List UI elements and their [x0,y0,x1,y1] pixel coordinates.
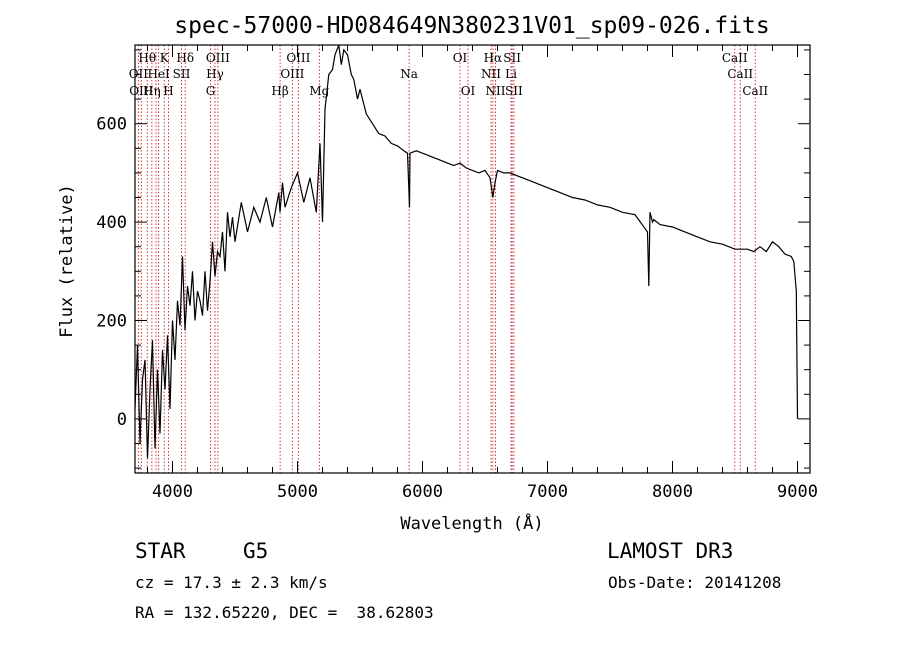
line-label-11: Hγ [206,67,224,81]
line-label-20: NII [481,67,501,81]
x-tick-label-9000: 9000 [777,482,818,502]
y-tick-label-200: 200 [96,311,127,331]
survey-name: LAMOST DR3 [607,539,734,563]
observation-date: Obs-Date: 20141208 [608,573,782,592]
line-label-16: Mg [309,84,329,98]
line-label-15: OIII [286,51,310,65]
x-tick-label-4000: 4000 [152,482,193,502]
line-label-28: CaII [742,84,768,98]
y-tick-label-400: 400 [96,213,127,233]
x-tick-label-6000: 6000 [402,482,443,502]
redshift-cz: cz = 17.3 ± 2.3 km/s [135,573,328,592]
line-label-2: Hθ [138,51,156,65]
line-label-23: Li [505,67,517,81]
x-axis-label: Wavelength (Å) [400,512,543,534]
line-label-26: CaII [722,51,748,65]
ra-dec: RA = 132.65220, DEC = 38.62803 [135,603,434,622]
plot-frame [134,44,811,474]
y-tick-label-0: 0 [117,410,127,430]
emission-line-labels: OIIOIIIHθHηHeIKHSIIHδGHγOIIIHβOIIIOIIIMg… [129,51,769,98]
axis-ticks: 4000 5000 6000 7000 8000 9000 0 200 400 600 [96,45,818,502]
line-label-18: OI [453,51,468,65]
line-label-7: H [163,84,173,98]
spectrum-series-line [134,44,799,459]
line-label-17: Na [400,67,418,81]
line-label-27: CaII [727,67,753,81]
line-label-13: Hβ [271,84,288,98]
object-class: STAR [135,539,186,563]
line-label-24: SII [503,51,521,65]
x-tick-label-5000: 5000 [277,482,318,502]
y-axis-label: Flux (relative) [57,184,77,338]
line-label-21: Hα [484,51,503,65]
line-label-19: OI [461,84,476,98]
line-label-8: SII [173,67,191,81]
line-label-22: NII [486,84,506,98]
line-label-9: Hδ [176,51,194,65]
line-label-25: SII [505,84,523,98]
chart-title: spec-57000-HD084649N380231V01_sp09-026.f… [174,13,769,39]
emission-line-markers [137,45,756,473]
line-label-12: OIII [206,51,230,65]
x-tick-label-8000: 8000 [652,482,693,502]
line-label-10: G [206,84,216,98]
line-label-3: Hη [143,84,161,98]
line-label-0: OII [129,67,149,81]
object-subclass: G5 [243,539,269,563]
line-label-5: HeI [147,67,170,81]
x-tick-label-7000: 7000 [527,482,568,502]
y-tick-label-600: 600 [96,115,127,135]
line-label-6: K [160,51,170,65]
line-label-14: OIII [280,67,304,81]
